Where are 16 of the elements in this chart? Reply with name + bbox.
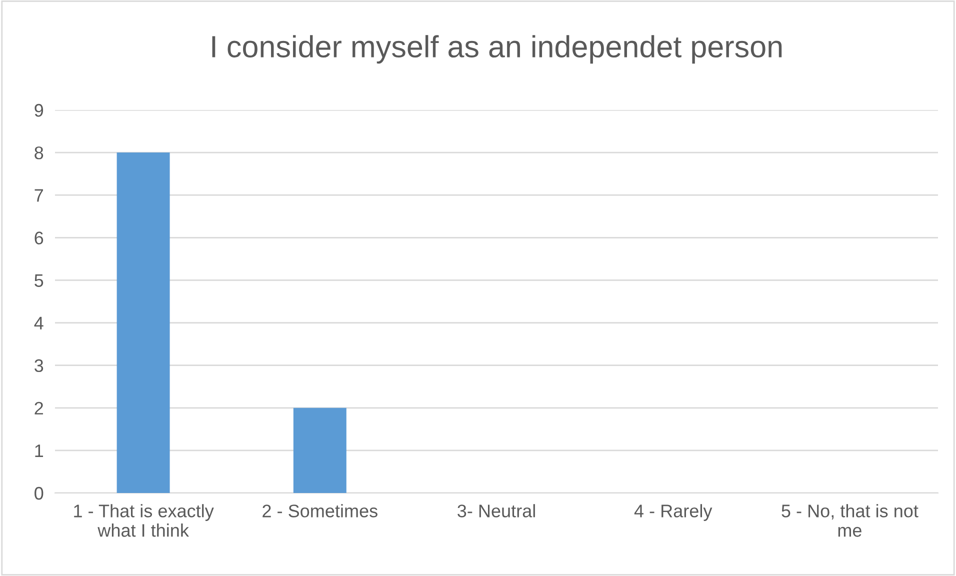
y-tick-label: 5 [34, 274, 44, 287]
y-tick-label: 9 [34, 104, 44, 117]
x-tick-label: 2 - Sometimes [262, 504, 378, 518]
y-tick-label: 1 [35, 444, 44, 457]
x-tick-label: 1 - That is exactly what I think [74, 504, 214, 537]
y-tick-label: 4 [34, 316, 44, 330]
x-tick-label: 5 - No, that is not me [782, 504, 918, 537]
y-tick-label: 6 [34, 232, 44, 244]
y-tick-label: 7 [34, 189, 43, 202]
y-tick-label: 8 [34, 146, 44, 160]
y-tick-label: 0 [34, 486, 44, 500]
y-tick-label: 2 [34, 402, 43, 414]
x-tick-label: 4 - Rarely [634, 504, 712, 521]
x-tick-label: 3- Neutral [458, 504, 535, 518]
y-tick-label: 3 [34, 359, 44, 372]
chart-title: I consider myself as an independet person [212, 35, 782, 64]
